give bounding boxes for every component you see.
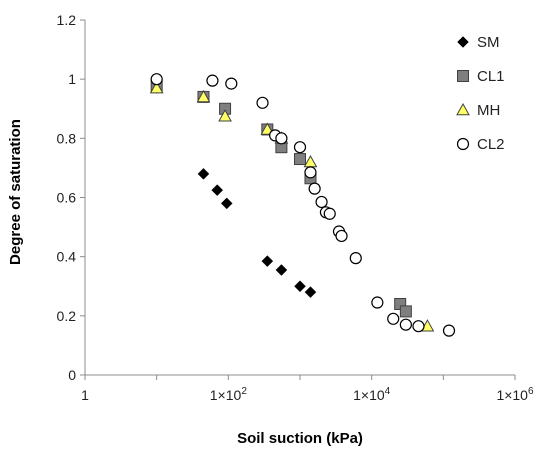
series-cl1 [150, 80, 412, 318]
data-point-cl2 [275, 132, 288, 145]
data-point-cl2 [399, 318, 412, 331]
data-points [149, 73, 456, 337]
data-point-sm [220, 197, 233, 210]
data-point-mh [218, 109, 232, 122]
legend-marker-mh [456, 102, 470, 116]
data-point-mh [260, 122, 275, 135]
legend-marker-cl2 [456, 137, 470, 151]
data-point-cl2 [308, 182, 321, 195]
legend-label-mh: MH [477, 102, 500, 119]
legend-label-cl2: CL2 [477, 136, 505, 153]
axes [84, 20, 515, 376]
data-point-sm [304, 286, 317, 299]
data-point-cl2 [349, 252, 362, 265]
y-tick-label: 0 [68, 367, 76, 383]
y-tick-label: 0.8 [57, 130, 77, 146]
x-tick-label: 1×106 [496, 386, 534, 403]
y-tick-label: 1.2 [57, 12, 77, 28]
data-point-sm [275, 264, 288, 276]
data-point-mh [196, 89, 211, 103]
data-point-cl2 [206, 74, 219, 87]
data-point-cl2 [412, 320, 425, 333]
legend: SM CL1 MH CL2 [456, 34, 505, 153]
data-point-cl2 [293, 141, 307, 154]
y-axis-title: Degree of saturation [7, 119, 24, 265]
tick-labels: 0 0.2 0.4 0.6 0.8 1 1.2 1 1×102 1×104 1×106 [57, 12, 534, 403]
data-point-sm [211, 184, 224, 196]
data-point-cl2 [371, 296, 384, 309]
series-sm [150, 82, 317, 299]
y-tick-label: 0.6 [57, 190, 77, 206]
x-axis-title: Soil suction (kPa) [237, 430, 363, 447]
data-point-cl2 [256, 96, 269, 109]
series-mh [149, 81, 435, 332]
data-point-cl2 [225, 77, 238, 90]
data-point-cl2 [304, 166, 317, 179]
legend-marker-cl1 [457, 70, 469, 82]
data-point-sm [261, 255, 274, 267]
data-point-cl2 [387, 312, 400, 325]
x-tick-label: 1×104 [353, 386, 391, 403]
series-cl2 [150, 73, 456, 337]
data-point-cl2 [315, 195, 328, 209]
y-tick-label: 0.2 [57, 308, 77, 324]
x-tick-label: 1 [81, 387, 89, 403]
data-point-cl1 [294, 153, 306, 166]
y-tick-label: 1 [68, 71, 76, 87]
data-point-cl2 [323, 207, 336, 220]
data-point-sm [197, 167, 210, 180]
legend-label-sm: SM [477, 34, 500, 51]
legend-label-cl1: CL1 [477, 68, 505, 85]
data-point-cl2 [442, 324, 456, 337]
data-point-cl1 [399, 305, 412, 318]
data-point-mh [303, 154, 318, 168]
y-tick-label: 0.4 [57, 249, 77, 265]
data-point-cl2 [335, 229, 348, 243]
data-point-mh [149, 81, 164, 94]
data-point-cl2 [150, 73, 163, 86]
x-tick-label: 1×102 [210, 386, 248, 403]
data-point-sm [294, 280, 306, 293]
legend-marker-sm [457, 36, 469, 48]
